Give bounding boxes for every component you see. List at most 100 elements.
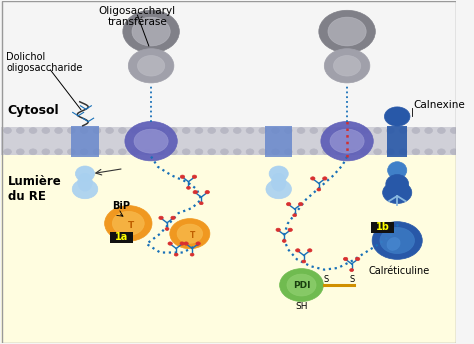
Circle shape [438,128,445,133]
Circle shape [323,177,327,180]
Circle shape [131,149,139,155]
Circle shape [67,149,75,155]
Circle shape [159,216,163,219]
Bar [72,126,99,157]
Circle shape [336,149,343,155]
Bar [265,126,292,157]
Bar [0,155,456,343]
Circle shape [246,149,254,155]
Circle shape [17,128,24,133]
Text: Calréticuline: Calréticuline [369,266,430,276]
Circle shape [106,128,113,133]
Circle shape [105,206,152,241]
Circle shape [208,149,216,155]
Ellipse shape [272,173,286,191]
Circle shape [412,149,420,155]
Circle shape [182,128,190,133]
Ellipse shape [386,174,409,193]
Circle shape [282,239,286,243]
Circle shape [137,55,165,76]
Text: SH: SH [295,302,308,311]
Circle shape [196,242,201,245]
Circle shape [80,128,88,133]
Circle shape [29,149,37,155]
Circle shape [328,17,366,46]
Circle shape [182,149,190,155]
Circle shape [132,17,170,46]
Circle shape [412,128,420,133]
Circle shape [4,128,11,133]
Circle shape [450,149,458,155]
Circle shape [174,253,178,256]
Circle shape [195,149,203,155]
Circle shape [42,128,50,133]
Ellipse shape [269,166,288,181]
Circle shape [118,128,126,133]
Circle shape [399,128,407,133]
Circle shape [205,191,210,194]
Ellipse shape [321,121,374,161]
Circle shape [293,214,297,217]
Circle shape [361,128,369,133]
Circle shape [168,242,173,245]
Text: 1a: 1a [115,233,128,243]
Circle shape [310,177,315,180]
Circle shape [372,222,422,259]
Circle shape [310,149,318,155]
Circle shape [399,149,407,155]
Circle shape [93,128,101,133]
Circle shape [195,128,203,133]
Circle shape [220,149,228,155]
Circle shape [286,203,291,206]
Circle shape [374,149,382,155]
FancyBboxPatch shape [110,232,133,243]
Text: 1b: 1b [376,222,390,232]
Circle shape [170,149,177,155]
Circle shape [199,202,203,205]
Circle shape [296,249,300,252]
Circle shape [287,274,316,296]
Text: T: T [190,231,195,240]
Ellipse shape [75,166,95,181]
Circle shape [246,128,254,133]
Circle shape [284,128,292,133]
Circle shape [80,149,88,155]
Circle shape [299,203,303,206]
Circle shape [180,175,185,179]
Circle shape [118,149,126,155]
Ellipse shape [387,238,400,250]
Circle shape [319,10,375,53]
Text: PDI: PDI [293,281,310,290]
Circle shape [190,253,194,256]
Circle shape [310,128,318,133]
Bar [0,1,456,155]
Text: Calnexine: Calnexine [413,100,465,110]
Circle shape [106,149,113,155]
Circle shape [272,149,279,155]
Text: BiP: BiP [112,201,130,212]
Text: Lumière
du RE: Lumière du RE [8,175,61,203]
Ellipse shape [330,129,364,153]
Circle shape [170,128,177,133]
Ellipse shape [78,173,92,191]
Circle shape [386,149,394,155]
Circle shape [112,212,144,235]
Circle shape [187,186,191,189]
Ellipse shape [388,162,407,179]
Circle shape [208,128,216,133]
Ellipse shape [125,121,177,161]
Circle shape [317,188,321,191]
Circle shape [284,149,292,155]
Ellipse shape [134,129,168,153]
Text: Oligosaccharyl
transférase: Oligosaccharyl transférase [99,6,176,28]
Circle shape [344,257,348,261]
Circle shape [144,128,152,133]
Circle shape [350,269,354,271]
Circle shape [220,128,228,133]
Circle shape [276,228,280,232]
Bar [387,126,407,157]
Text: Dolichol
oligosaccharide: Dolichol oligosaccharide [6,52,82,73]
Circle shape [297,149,305,155]
Circle shape [386,128,394,133]
Circle shape [266,180,292,199]
